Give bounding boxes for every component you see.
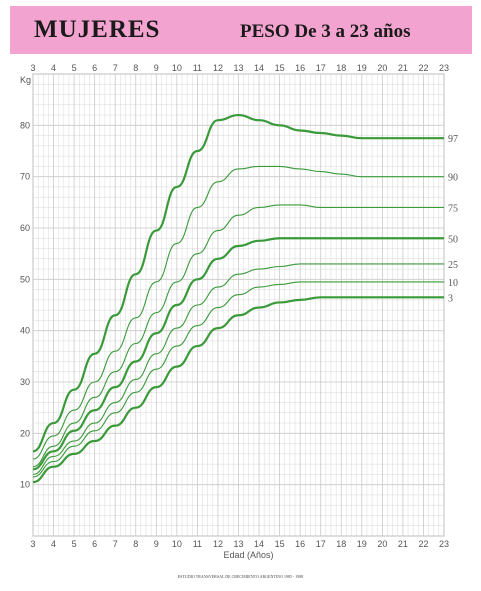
y-axis-label: Kg xyxy=(20,75,31,85)
percentile-line-97 xyxy=(32,113,444,453)
x-tick-label-top: 12 xyxy=(213,63,223,73)
y-tick-label: 50 xyxy=(20,274,30,284)
x-tick-label-bottom: 21 xyxy=(398,539,408,549)
y-tick-label: 10 xyxy=(20,480,30,490)
growth-chart: 3 3 4 4 5 5 6 6 7 7 8 8 9 9 10 10 11 11 12 12 13 13 14 14 15 15 16… xyxy=(20,63,458,560)
x-tick-label-bottom: 23 xyxy=(439,539,449,549)
x-tick-label-bottom: 10 xyxy=(172,539,182,549)
percentile-line-50 xyxy=(32,237,444,471)
x-tick-label-top: 17 xyxy=(316,63,326,73)
x-tick-label-bottom: 5 xyxy=(72,539,77,549)
x-tick-label-top: 10 xyxy=(172,63,182,73)
x-tick-label-top: 7 xyxy=(113,63,118,73)
percentile-line-90 xyxy=(32,165,444,460)
percentile-line-3 xyxy=(32,296,444,484)
x-tick-label-top: 22 xyxy=(418,63,428,73)
x-tick-label-top: 14 xyxy=(254,63,264,73)
x-tick-label-bottom: 14 xyxy=(254,539,264,549)
y-tick-label: 40 xyxy=(20,326,30,336)
series-label-25: 25 xyxy=(448,260,458,271)
percentile-line-75 xyxy=(32,204,444,468)
x-tick-label-top: 11 xyxy=(193,63,202,73)
x-tick-label-top: 19 xyxy=(357,63,367,73)
x-axis-label: Edad (Años) xyxy=(223,550,273,560)
footer-note: ESTUDIO TRANSVERSAL DE CRECIMIENTO ARGEN… xyxy=(177,574,304,579)
y-tick-label: 80 xyxy=(20,120,30,130)
x-tick-label-top: 23 xyxy=(439,63,449,73)
x-tick-label-bottom: 15 xyxy=(275,539,285,549)
series-label-10: 10 xyxy=(448,278,458,289)
y-tick-label: 30 xyxy=(20,377,30,387)
chart-subtitle: PESO De 3 a 23 años xyxy=(240,21,411,42)
x-tick-label-bottom: 7 xyxy=(113,539,118,549)
x-tick-label-top: 6 xyxy=(92,63,97,73)
percentile-line-10 xyxy=(32,281,444,478)
x-tick-label-bottom: 11 xyxy=(193,539,202,549)
series-label-75: 75 xyxy=(448,203,458,214)
x-tick-label-top: 16 xyxy=(295,63,305,73)
y-tick-label: 20 xyxy=(20,428,30,438)
percentile-line-25 xyxy=(32,263,444,475)
x-tick-label-top: 9 xyxy=(154,63,159,73)
x-tick-label-bottom: 3 xyxy=(30,539,35,549)
x-tick-label-bottom: 22 xyxy=(418,539,428,549)
x-tick-label-top: 20 xyxy=(377,63,387,73)
x-tick-label-bottom: 20 xyxy=(377,539,387,549)
x-tick-label-bottom: 6 xyxy=(92,539,97,549)
x-tick-label-top: 18 xyxy=(336,63,346,73)
x-tick-label-top: 15 xyxy=(275,63,285,73)
series-label-50: 50 xyxy=(448,234,458,245)
x-tick-label-bottom: 13 xyxy=(233,539,243,549)
series-label-97: 97 xyxy=(448,134,458,145)
x-tick-label-top: 4 xyxy=(51,63,56,73)
x-tick-label-bottom: 4 xyxy=(51,539,56,549)
chart-title: MUJERES xyxy=(34,16,161,43)
y-tick-label: 60 xyxy=(20,223,30,233)
x-tick-label-bottom: 17 xyxy=(316,539,326,549)
x-tick-label-top: 13 xyxy=(233,63,243,73)
chart-header: MUJERES PESO De 3 a 23 años xyxy=(10,6,472,54)
x-tick-label-bottom: 18 xyxy=(336,539,346,549)
x-tick-label-top: 5 xyxy=(72,63,77,73)
x-tick-label-bottom: 9 xyxy=(154,539,159,549)
x-tick-label-bottom: 12 xyxy=(213,539,223,549)
x-tick-label-top: 21 xyxy=(398,63,408,73)
y-tick-label: 70 xyxy=(20,172,30,182)
x-tick-label-bottom: 19 xyxy=(357,539,367,549)
series-label-90: 90 xyxy=(448,173,458,184)
x-tick-label-top: 8 xyxy=(133,63,138,73)
x-tick-label-bottom: 8 xyxy=(133,539,138,549)
series-label-3: 3 xyxy=(448,293,453,304)
grid xyxy=(32,73,445,537)
x-tick-label-top: 3 xyxy=(30,63,35,73)
x-tick-label-bottom: 16 xyxy=(295,539,305,549)
